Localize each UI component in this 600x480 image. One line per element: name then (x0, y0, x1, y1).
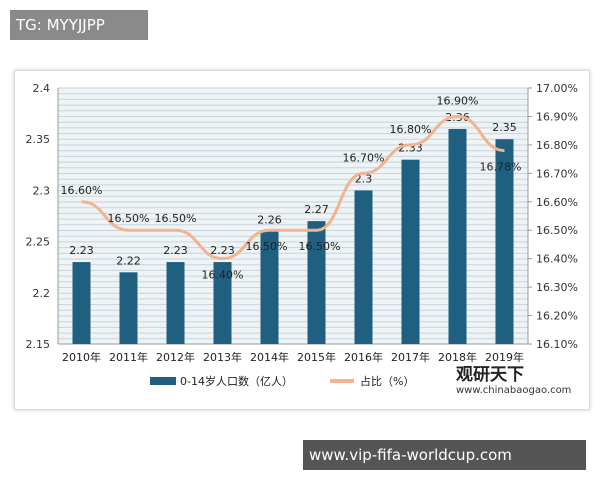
left-tick-label: 2.25 (26, 236, 51, 249)
x-tick-label: 2016年 (344, 350, 383, 364)
line-data-label: 16.70% (343, 151, 385, 164)
bar (72, 262, 91, 344)
bar (448, 128, 467, 344)
logo-url: www.chinabaogao.com (456, 384, 572, 396)
right-tick-label: 16.50% (536, 224, 578, 237)
x-tick-label: 2014年 (250, 350, 289, 364)
bar (260, 231, 279, 344)
bottom-watermark: www.vip-fifa-worldcup.com (303, 440, 586, 470)
right-tick-label: 16.40% (536, 253, 578, 266)
legend-bar-label: 0-14岁人口数（亿人） (180, 374, 293, 388)
line-data-label: 16.50% (155, 212, 197, 225)
right-tick-label: 16.90% (536, 110, 578, 123)
right-tick-label: 16.10% (536, 338, 578, 351)
bar-data-label: 2.26 (257, 213, 282, 226)
top-watermark: TG: MYYJJPP (10, 10, 148, 40)
line-data-label: 16.78% (480, 161, 522, 174)
left-tick-label: 2.3 (33, 184, 51, 197)
bar (354, 190, 373, 344)
line-data-label: 16.50% (299, 240, 341, 253)
right-tick-label: 16.80% (536, 139, 578, 152)
left-tick-label: 2.2 (33, 287, 51, 300)
line-data-label: 16.90% (437, 94, 479, 107)
right-tick-label: 16.20% (536, 310, 578, 323)
logo: 观研天下 www.chinabaogao.com (456, 366, 571, 396)
x-tick-label: 2012年 (156, 350, 195, 364)
x-tick-label: 2017年 (391, 350, 430, 364)
x-tick-label: 2018年 (438, 350, 477, 364)
line-data-label: 16.50% (246, 240, 288, 253)
line-data-label: 16.40% (202, 269, 244, 282)
bar (166, 262, 185, 344)
bar-data-label: 2.23 (210, 244, 235, 257)
x-tick-label: 2010年 (62, 350, 101, 364)
bar-data-label: 2.23 (163, 244, 188, 257)
line-data-label: 16.80% (390, 123, 432, 136)
bar (307, 221, 326, 344)
right-tick-label: 16.70% (536, 167, 578, 180)
bar-data-label: 2.23 (69, 244, 94, 257)
right-tick-label: 16.30% (536, 281, 578, 294)
right-tick-label: 17.00% (536, 82, 578, 95)
bar-data-label: 2.22 (116, 254, 141, 267)
legend-bar-swatch (150, 377, 176, 385)
line-data-label: 16.60% (61, 184, 103, 197)
legend-line-label: 占比（%） (360, 374, 414, 388)
x-tick-label: 2013年 (203, 350, 242, 364)
x-tick-label: 2011年 (109, 350, 148, 364)
logo-name: 观研天下 (456, 365, 524, 385)
bar-data-label: 2.35 (492, 121, 517, 134)
x-tick-label: 2015年 (297, 350, 336, 364)
right-tick-label: 16.60% (536, 196, 578, 209)
x-tick-label: 2019年 (485, 350, 524, 364)
bar-data-label: 2.27 (304, 203, 329, 216)
bar (495, 139, 514, 344)
line-data-label: 16.50% (108, 212, 150, 225)
bar (401, 159, 420, 344)
left-tick-label: 2.15 (26, 338, 51, 351)
left-tick-label: 2.35 (26, 133, 51, 146)
line-series (81, 114, 505, 261)
left-tick-label: 2.4 (33, 82, 51, 95)
bar (119, 272, 138, 344)
bar (213, 262, 232, 344)
